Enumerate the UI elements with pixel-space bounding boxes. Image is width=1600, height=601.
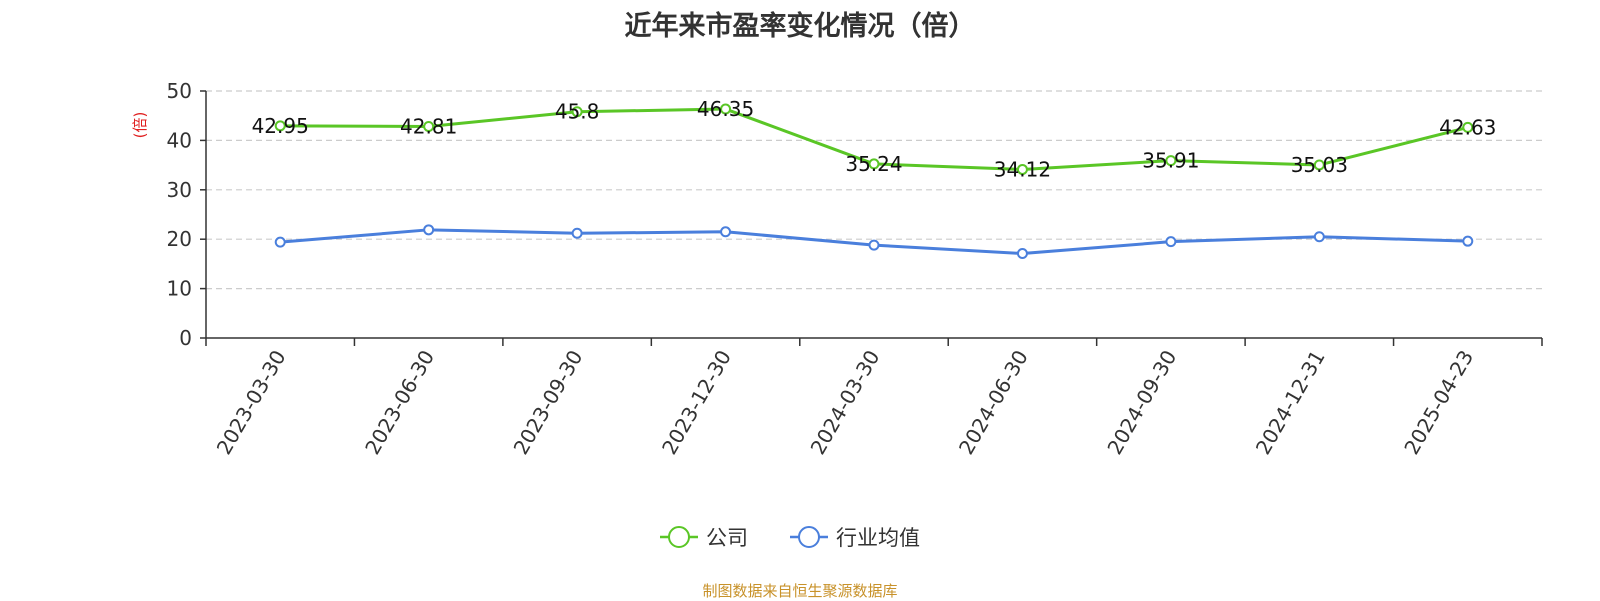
- data-label: 42.95: [252, 114, 309, 138]
- data-point: [720, 103, 732, 115]
- data-point: [868, 158, 880, 170]
- y-tick-label: 0: [179, 326, 192, 350]
- x-tick-label: 2023-06-30: [360, 346, 439, 459]
- y-tick-label: 20: [167, 227, 192, 251]
- data-point: [571, 106, 583, 118]
- data-label: 42.63: [1439, 115, 1496, 139]
- data-labels: 42.95 42.81 45.8 46.35 35.24 34.12 35.91 35.03 4…: [252, 97, 1497, 181]
- data-point: [423, 121, 435, 133]
- data-point: [720, 226, 732, 238]
- data-point: [274, 236, 286, 248]
- data-point: [1462, 121, 1474, 133]
- data-point: [1016, 163, 1028, 175]
- data-point: [1165, 236, 1177, 248]
- data-label: 35.91: [1142, 149, 1199, 173]
- data-label: 34.12: [994, 157, 1051, 181]
- data-label: 46.35: [697, 97, 754, 121]
- y-tick-label: 10: [167, 277, 192, 301]
- axes: 0 10 20 30 40 50 2023-03-30 2023-06-30 2023-09-3…: [131, 79, 1543, 459]
- data-point: [274, 120, 286, 132]
- data-label: 35.03: [1291, 153, 1348, 177]
- data-point: [1313, 231, 1325, 243]
- data-point: [1165, 155, 1177, 167]
- legend-item-0[interactable]: 公司: [660, 526, 748, 550]
- data-point: [1016, 248, 1028, 260]
- legend-marker: [668, 526, 690, 548]
- legend-item-1[interactable]: 行业均值: [790, 526, 920, 550]
- data-point: [1462, 235, 1474, 247]
- x-tick-label: 2024-03-30: [805, 346, 884, 459]
- source-note: 制图数据来自恒生聚源数据库: [702, 582, 898, 600]
- y-tick-label: 50: [167, 79, 192, 103]
- x-tick-label: 2024-09-30: [1102, 346, 1181, 459]
- legend-label: 行业均值: [836, 526, 920, 550]
- x-tick-label: 2024-06-30: [954, 346, 1033, 459]
- data-point: [868, 239, 880, 251]
- data-point: [1313, 159, 1325, 171]
- chart-title: 近年来市盈率变化情况（倍）: [624, 11, 976, 42]
- x-tick-label: 2023-03-30: [212, 346, 291, 459]
- data-label: 42.81: [400, 115, 457, 139]
- x-tick-label: 2025-04-23: [1399, 346, 1478, 459]
- legend-marker: [798, 526, 820, 548]
- data-point: [423, 224, 435, 236]
- x-tick-label: 2023-12-30: [657, 346, 736, 459]
- x-tick-label: 2023-09-30: [509, 346, 588, 459]
- data-label: 35.24: [845, 152, 902, 176]
- data-label: 45.8: [555, 100, 600, 124]
- y-tick-label: 40: [167, 128, 192, 152]
- data-point: [571, 227, 583, 239]
- y-tick-label: 30: [167, 178, 192, 202]
- x-tick-label: 2024-12-31: [1251, 346, 1330, 459]
- y-axis-label: (倍): [131, 112, 149, 139]
- legend[interactable]: 公司 行业均值: [660, 526, 920, 550]
- legend-label: 公司: [706, 526, 748, 550]
- series-layer: [274, 103, 1474, 260]
